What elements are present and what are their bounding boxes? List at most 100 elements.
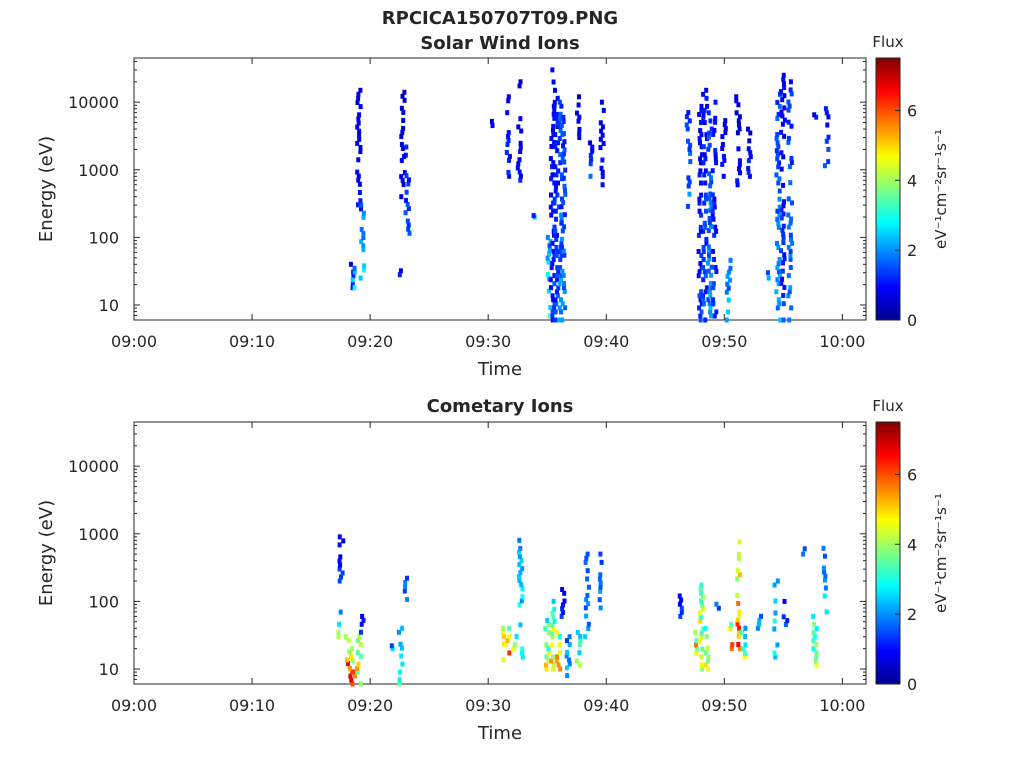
heatmap-cell bbox=[544, 666, 549, 672]
heatmap-cell bbox=[782, 105, 787, 111]
heatmap-cell bbox=[338, 609, 343, 615]
x-tick-label: 09:40 bbox=[583, 696, 629, 715]
heatmap-cell bbox=[787, 289, 792, 295]
heatmap-cell bbox=[776, 111, 781, 117]
heatmap-cell bbox=[707, 142, 712, 148]
heatmap-cell bbox=[789, 91, 794, 97]
heatmap-cell bbox=[701, 265, 706, 271]
heatmap-cell bbox=[555, 289, 559, 295]
heatmap-cell bbox=[355, 665, 360, 671]
cometary-axes bbox=[133, 421, 867, 685]
heatmap-cell bbox=[713, 115, 718, 121]
heatmap-cell bbox=[519, 128, 524, 134]
heatmap-cell bbox=[775, 99, 780, 105]
heatmap-cell bbox=[564, 653, 569, 659]
heatmap-cell bbox=[562, 590, 567, 596]
heatmap-cell bbox=[776, 224, 781, 230]
cometary-x-ticks: 09:00 09:10 09:20 09:30 09:40 09:50 10:00 bbox=[111, 422, 865, 715]
heatmap-cell bbox=[726, 309, 731, 315]
heatmap-cell bbox=[702, 172, 707, 178]
heatmap-cell bbox=[699, 598, 704, 604]
heatmap-cell bbox=[347, 649, 352, 655]
heatmap-cell bbox=[706, 666, 711, 672]
heatmap-cell bbox=[736, 568, 740, 574]
heatmap-cell bbox=[545, 234, 550, 240]
heatmap-cell bbox=[554, 172, 559, 178]
heatmap-cell bbox=[400, 625, 405, 631]
heatmap-cell bbox=[699, 144, 704, 150]
heatmap-cell bbox=[772, 626, 777, 632]
heatmap-cell bbox=[355, 650, 360, 655]
heatmap-cell bbox=[558, 666, 563, 672]
heatmap-cell bbox=[735, 621, 740, 627]
heatmap-cell bbox=[787, 164, 792, 170]
heatmap-cell bbox=[737, 114, 742, 120]
heatmap-cell bbox=[702, 107, 707, 113]
heatmap-cell bbox=[687, 146, 692, 152]
heatmap-cell bbox=[822, 163, 827, 169]
heatmap-cell bbox=[561, 602, 565, 608]
heatmap-cell bbox=[556, 168, 561, 174]
heatmap-cell bbox=[588, 173, 593, 179]
heatmap-cell bbox=[346, 638, 351, 644]
heatmap-cell bbox=[546, 630, 551, 636]
heatmap-cell bbox=[558, 160, 563, 166]
heatmap-cell bbox=[399, 134, 404, 139]
heatmap-cell bbox=[738, 170, 742, 176]
heatmap-cell bbox=[555, 192, 560, 198]
heatmap-cell bbox=[545, 617, 550, 623]
heatmap-cell bbox=[554, 236, 559, 242]
heatmap-cell bbox=[786, 135, 791, 141]
heatmap-cell bbox=[686, 110, 691, 116]
heatmap-cell bbox=[786, 99, 791, 105]
heatmap-cell bbox=[704, 240, 709, 246]
heatmap-cell bbox=[557, 204, 562, 210]
heatmap-cell bbox=[405, 575, 409, 581]
heatmap-cell bbox=[711, 301, 716, 307]
heatmap-cell bbox=[720, 146, 725, 151]
heatmap-cell bbox=[399, 653, 404, 659]
heatmap-cell bbox=[694, 642, 698, 648]
x-tick-label: 09:30 bbox=[465, 696, 511, 715]
heatmap-cell bbox=[824, 110, 829, 116]
heatmap-cell bbox=[598, 580, 603, 586]
heatmap-cell bbox=[551, 654, 555, 660]
heatmap-cell bbox=[543, 626, 548, 631]
heatmap-cell bbox=[748, 130, 753, 136]
heatmap-cell bbox=[725, 281, 730, 287]
heatmap-cell bbox=[597, 576, 602, 582]
heatmap-cell bbox=[788, 256, 793, 262]
heatmap-cell bbox=[698, 128, 703, 134]
heatmap-cell bbox=[506, 130, 511, 136]
heatmap-cell bbox=[562, 285, 566, 291]
heatmap-cell bbox=[519, 598, 524, 604]
heatmap-cell bbox=[687, 191, 692, 197]
heatmap-cell bbox=[551, 208, 556, 214]
heatmap-cell bbox=[550, 610, 555, 616]
heatmap-cell bbox=[699, 614, 704, 620]
x-tick-label: 09:30 bbox=[465, 332, 511, 351]
heatmap-cell bbox=[698, 224, 703, 230]
heatmap-cell bbox=[399, 158, 404, 163]
heatmap-cell bbox=[559, 123, 564, 128]
heatmap-cell bbox=[706, 134, 711, 140]
heatmap-cell bbox=[356, 120, 361, 126]
heatmap-cell bbox=[712, 257, 716, 262]
heatmap-cell bbox=[577, 650, 582, 656]
heatmap-cell bbox=[775, 265, 780, 271]
heatmap-cell bbox=[516, 124, 521, 130]
heatmap-cell bbox=[801, 551, 806, 557]
heatmap-cell bbox=[560, 317, 565, 323]
heatmap-cell bbox=[562, 289, 567, 295]
heatmap-cell bbox=[779, 280, 784, 286]
heatmap-cell bbox=[577, 130, 582, 136]
heatmap-cell bbox=[774, 136, 779, 142]
heatmap-cell bbox=[780, 227, 785, 233]
heatmap-cell bbox=[735, 617, 740, 623]
heatmap-cell bbox=[701, 116, 706, 121]
heatmap-cell bbox=[777, 273, 782, 279]
heatmap-cell bbox=[559, 297, 563, 303]
heatmap-cell bbox=[559, 220, 564, 226]
heatmap-cell bbox=[774, 148, 779, 154]
heatmap-cell bbox=[518, 177, 523, 183]
